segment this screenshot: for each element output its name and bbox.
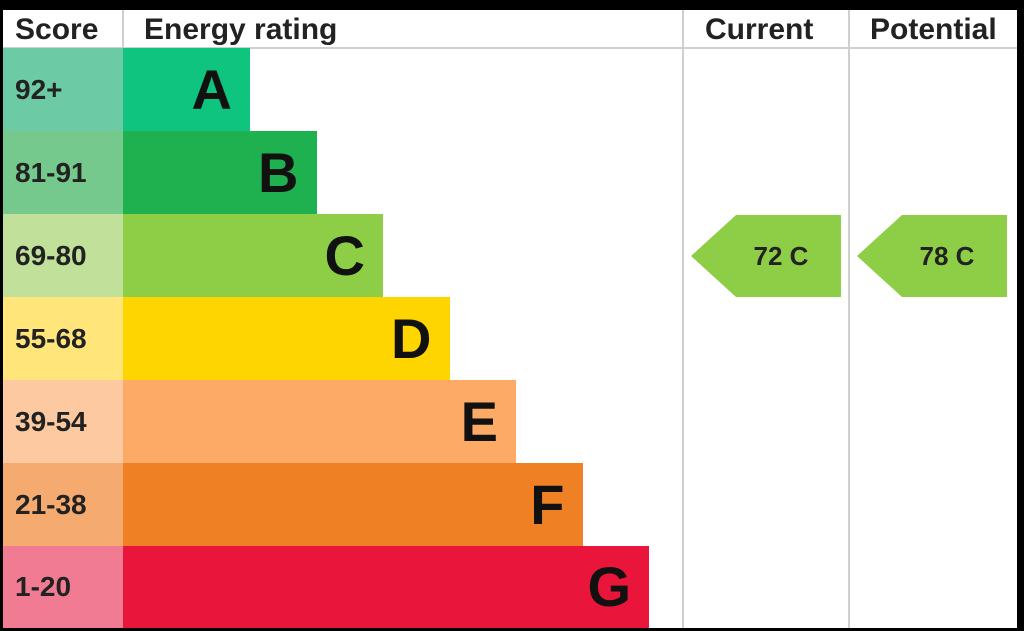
rating-letter-c: C [324,223,365,287]
rating-letter-g: G [587,555,631,618]
score-cell-g: 1-20 [3,546,123,628]
rating-bar-g: G [123,546,649,628]
divider-current [682,10,684,628]
score-cell-b: 81-91 [3,131,123,214]
rating-bar-d: D [123,297,450,380]
rating-bar-b: B [123,131,317,214]
score-cell-f: 21-38 [3,463,123,546]
header-divider [3,47,1017,49]
rating-letter-f: F [530,472,565,536]
rating-letter-e: E [460,389,498,453]
energy-rating-header: Energy rating [144,13,338,46]
rating-letter-d: D [391,306,432,370]
rating-letter-a: A [191,57,232,121]
divider-potential [848,10,850,628]
rating-bar-e: E [123,380,516,463]
rating-bar-a: A [123,48,250,131]
score-cell-a: 92+ [3,48,123,131]
score-header: Score [15,13,99,46]
rating-bar-c: C [123,214,383,297]
current-rating-arrow: 72 C [691,215,841,297]
score-cell-e: 39-54 [3,380,123,463]
score-cell-d: 55-68 [3,297,123,380]
current-header: Current [705,13,814,46]
rating-letter-b: B [258,140,299,204]
rating-bar-f: F [123,463,583,546]
score-cell-c: 69-80 [3,214,123,297]
energy-rating-chart: Score Energy rating Current Potential 92… [3,10,1017,628]
potential-rating-arrow: 78 C [857,215,1007,297]
potential-header: Potential [870,13,997,46]
